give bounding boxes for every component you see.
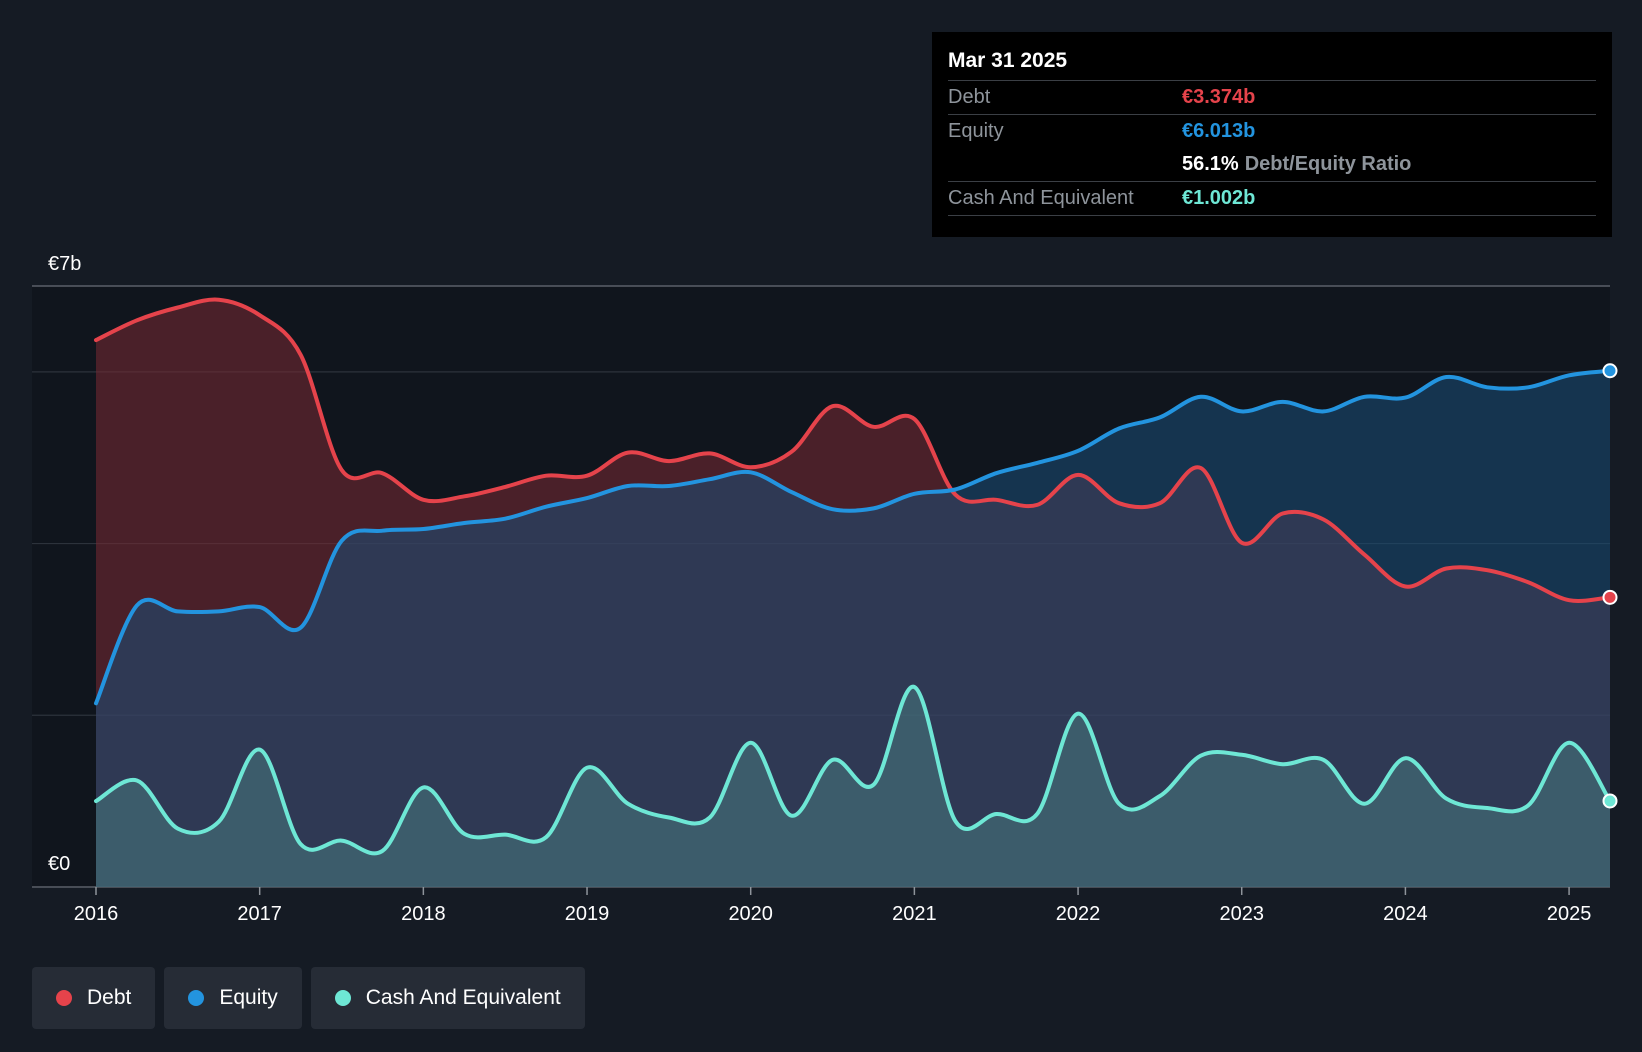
equity-endpoint-marker — [1602, 363, 1618, 379]
x-tick-label: 2020 — [728, 903, 773, 925]
cash-and-equivalent-endpoint-marker — [1602, 793, 1618, 809]
cash-and-equivalent-line — [94, 684, 1612, 856]
tooltip-ratio-label: Debt/Equity Ratio — [1244, 153, 1412, 175]
x-tick-label: 2025 — [1547, 903, 1592, 925]
tooltip-debt-label: Debt — [948, 86, 991, 108]
x-tick-label: 2018 — [401, 903, 446, 925]
y-axis-ticks: €7b €0 — [48, 253, 81, 875]
x-tick-label: 2021 — [892, 903, 937, 925]
legend-label-debt: Debt — [87, 986, 132, 1009]
tooltip-cash-label: Cash And Equivalent — [948, 187, 1134, 209]
series-areas — [96, 299, 1610, 887]
tooltip-panel: Mar 31 2025 Debt €3.374b Equity €6.013b … — [932, 32, 1612, 237]
legend-item-cash[interactable]: Cash And Equivalent — [310, 967, 585, 1029]
tooltip-debt-value: €3.374b — [1182, 86, 1256, 108]
cash-and-equivalent-area — [96, 686, 1610, 887]
tooltip-row-debt: Debt €3.374b — [948, 81, 1596, 115]
legend-item-debt[interactable]: Debt — [32, 967, 156, 1029]
equity-line — [94, 368, 1612, 706]
x-tick-label: 2019 — [565, 903, 610, 925]
legend-label-cash: Cash And Equivalent — [365, 986, 561, 1009]
x-axis-ticks: 2016 2017 2018 2019 2020 2021 2022 2023 2024 2025 — [74, 887, 1592, 925]
tooltip-equity-label: Equity — [948, 120, 1004, 142]
series-lines — [94, 297, 1612, 856]
endpoint-markers — [1602, 363, 1618, 809]
x-tick-label: 2022 — [1056, 903, 1101, 925]
debt-endpoint-marker — [1602, 589, 1618, 605]
tooltip-row-cash: Cash And Equivalent €1.002b — [948, 182, 1596, 216]
tooltip-row-equity: Equity €6.013b — [948, 115, 1596, 148]
tooltip-equity-value: €6.013b — [1182, 120, 1256, 142]
x-tick-label: 2024 — [1383, 903, 1428, 925]
tooltip-ratio-value: 56.1% — [1182, 153, 1239, 175]
debt-line — [94, 297, 1612, 603]
y-tick-label-top: €7b — [48, 253, 81, 275]
x-tick-label: 2017 — [237, 903, 282, 925]
tooltip-row-ratio: 56.1% Debt/Equity Ratio — [948, 148, 1596, 182]
legend-label-equity: Equity — [219, 986, 278, 1009]
cash-dot-icon — [334, 990, 351, 1006]
tooltip-cash-value: €1.002b — [1182, 187, 1256, 209]
x-tick-label: 2023 — [1219, 903, 1264, 925]
legend: Debt Equity Cash And Equivalent — [32, 967, 585, 1029]
equity-dot-icon — [188, 990, 205, 1006]
y-tick-label-bottom: €0 — [48, 853, 70, 875]
tooltip-date: Mar 31 2025 — [948, 46, 1596, 81]
legend-item-equity[interactable]: Equity — [164, 967, 302, 1029]
x-tick-label: 2016 — [74, 903, 119, 925]
debt-dot-icon — [56, 990, 72, 1006]
